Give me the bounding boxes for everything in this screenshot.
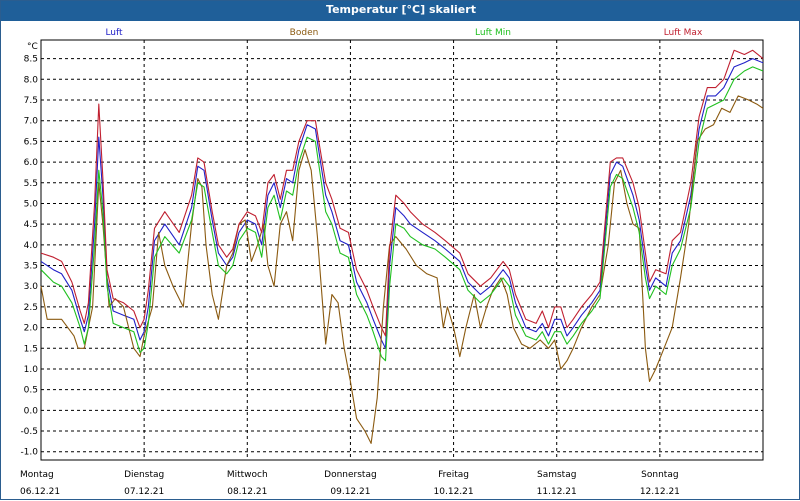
legend-item: Boden [290,28,319,38]
legend: Luft Boden Luft Min Luft Max [105,28,703,38]
x-tick-weekday: Sonntag [641,470,678,480]
x-tick-weekday: Montag [20,470,54,480]
y-tick-label: 5.0 [24,199,39,209]
series-line-luft-min [40,66,764,362]
x-tick-date: 07.12.21 [124,487,164,497]
x-tick-weekday: Donnerstag [324,470,377,480]
y-tick-label: 7.0 [24,117,39,127]
y-axis-unit: °C [27,42,38,52]
x-tick-weekday: Mittwoch [227,470,268,480]
legend-item: Luft [105,28,123,38]
y-tick-label: -0.5 [20,427,38,437]
x-tick-date: 08.12.21 [227,487,267,497]
y-tick-label: 6.5 [24,137,38,147]
y-tick-label: 8.5 [24,55,38,65]
x-tick-weekday: Samstag [537,470,576,480]
x-tick-date: 11.12.21 [537,487,577,497]
x-tick-date: 12.12.21 [640,487,680,497]
x-axis: Montag 06.12.21 Dienstag 07.12.21 Mittwoch 08… [20,470,680,497]
series-lines [40,49,764,444]
y-tick-label: 0.5 [24,386,38,396]
x-tick-date: 10.12.21 [434,487,474,497]
legend-item: Luft Min [475,28,511,38]
y-tick-label: 4.5 [24,220,38,230]
y-tick-label: -1.0 [20,448,38,458]
y-tick-label: 4.0 [24,241,39,251]
grid [41,40,763,460]
y-tick-label: 8.0 [24,75,39,85]
y-tick-label: 1.0 [24,365,39,375]
title-bar: Temperatur [°C] skaliert [1,1,800,21]
y-tick-label: 7.5 [24,96,38,106]
x-tick-date: 06.12.21 [20,487,60,497]
y-tick-label: 5.5 [24,179,38,189]
x-tick-weekday: Dienstag [124,470,164,480]
chart-title: Temperatur [°C] skaliert [326,3,476,16]
y-tick-label: 2.0 [24,324,39,334]
y-tick-label: 6.0 [24,158,39,168]
y-tick-label: 3.5 [24,262,38,272]
series-line-boden [40,95,764,444]
series-line-luft-max [40,49,764,337]
legend-item: Luft Max [664,28,703,38]
y-axis: °C 8.5 8.0 7.5 7.0 6.5 6.0 5.5 5.0 4.5 4.0 3.5 3.0 2.… [20,42,38,458]
y-tick-label: 1.5 [24,344,38,354]
y-tick-label: 0.0 [24,406,39,416]
plot-area-border [40,39,764,461]
y-tick-label: 3.0 [24,282,39,292]
y-tick-label: 2.5 [24,303,38,313]
x-tick-weekday: Freitag [438,470,469,480]
x-tick-date: 09.12.21 [330,487,370,497]
